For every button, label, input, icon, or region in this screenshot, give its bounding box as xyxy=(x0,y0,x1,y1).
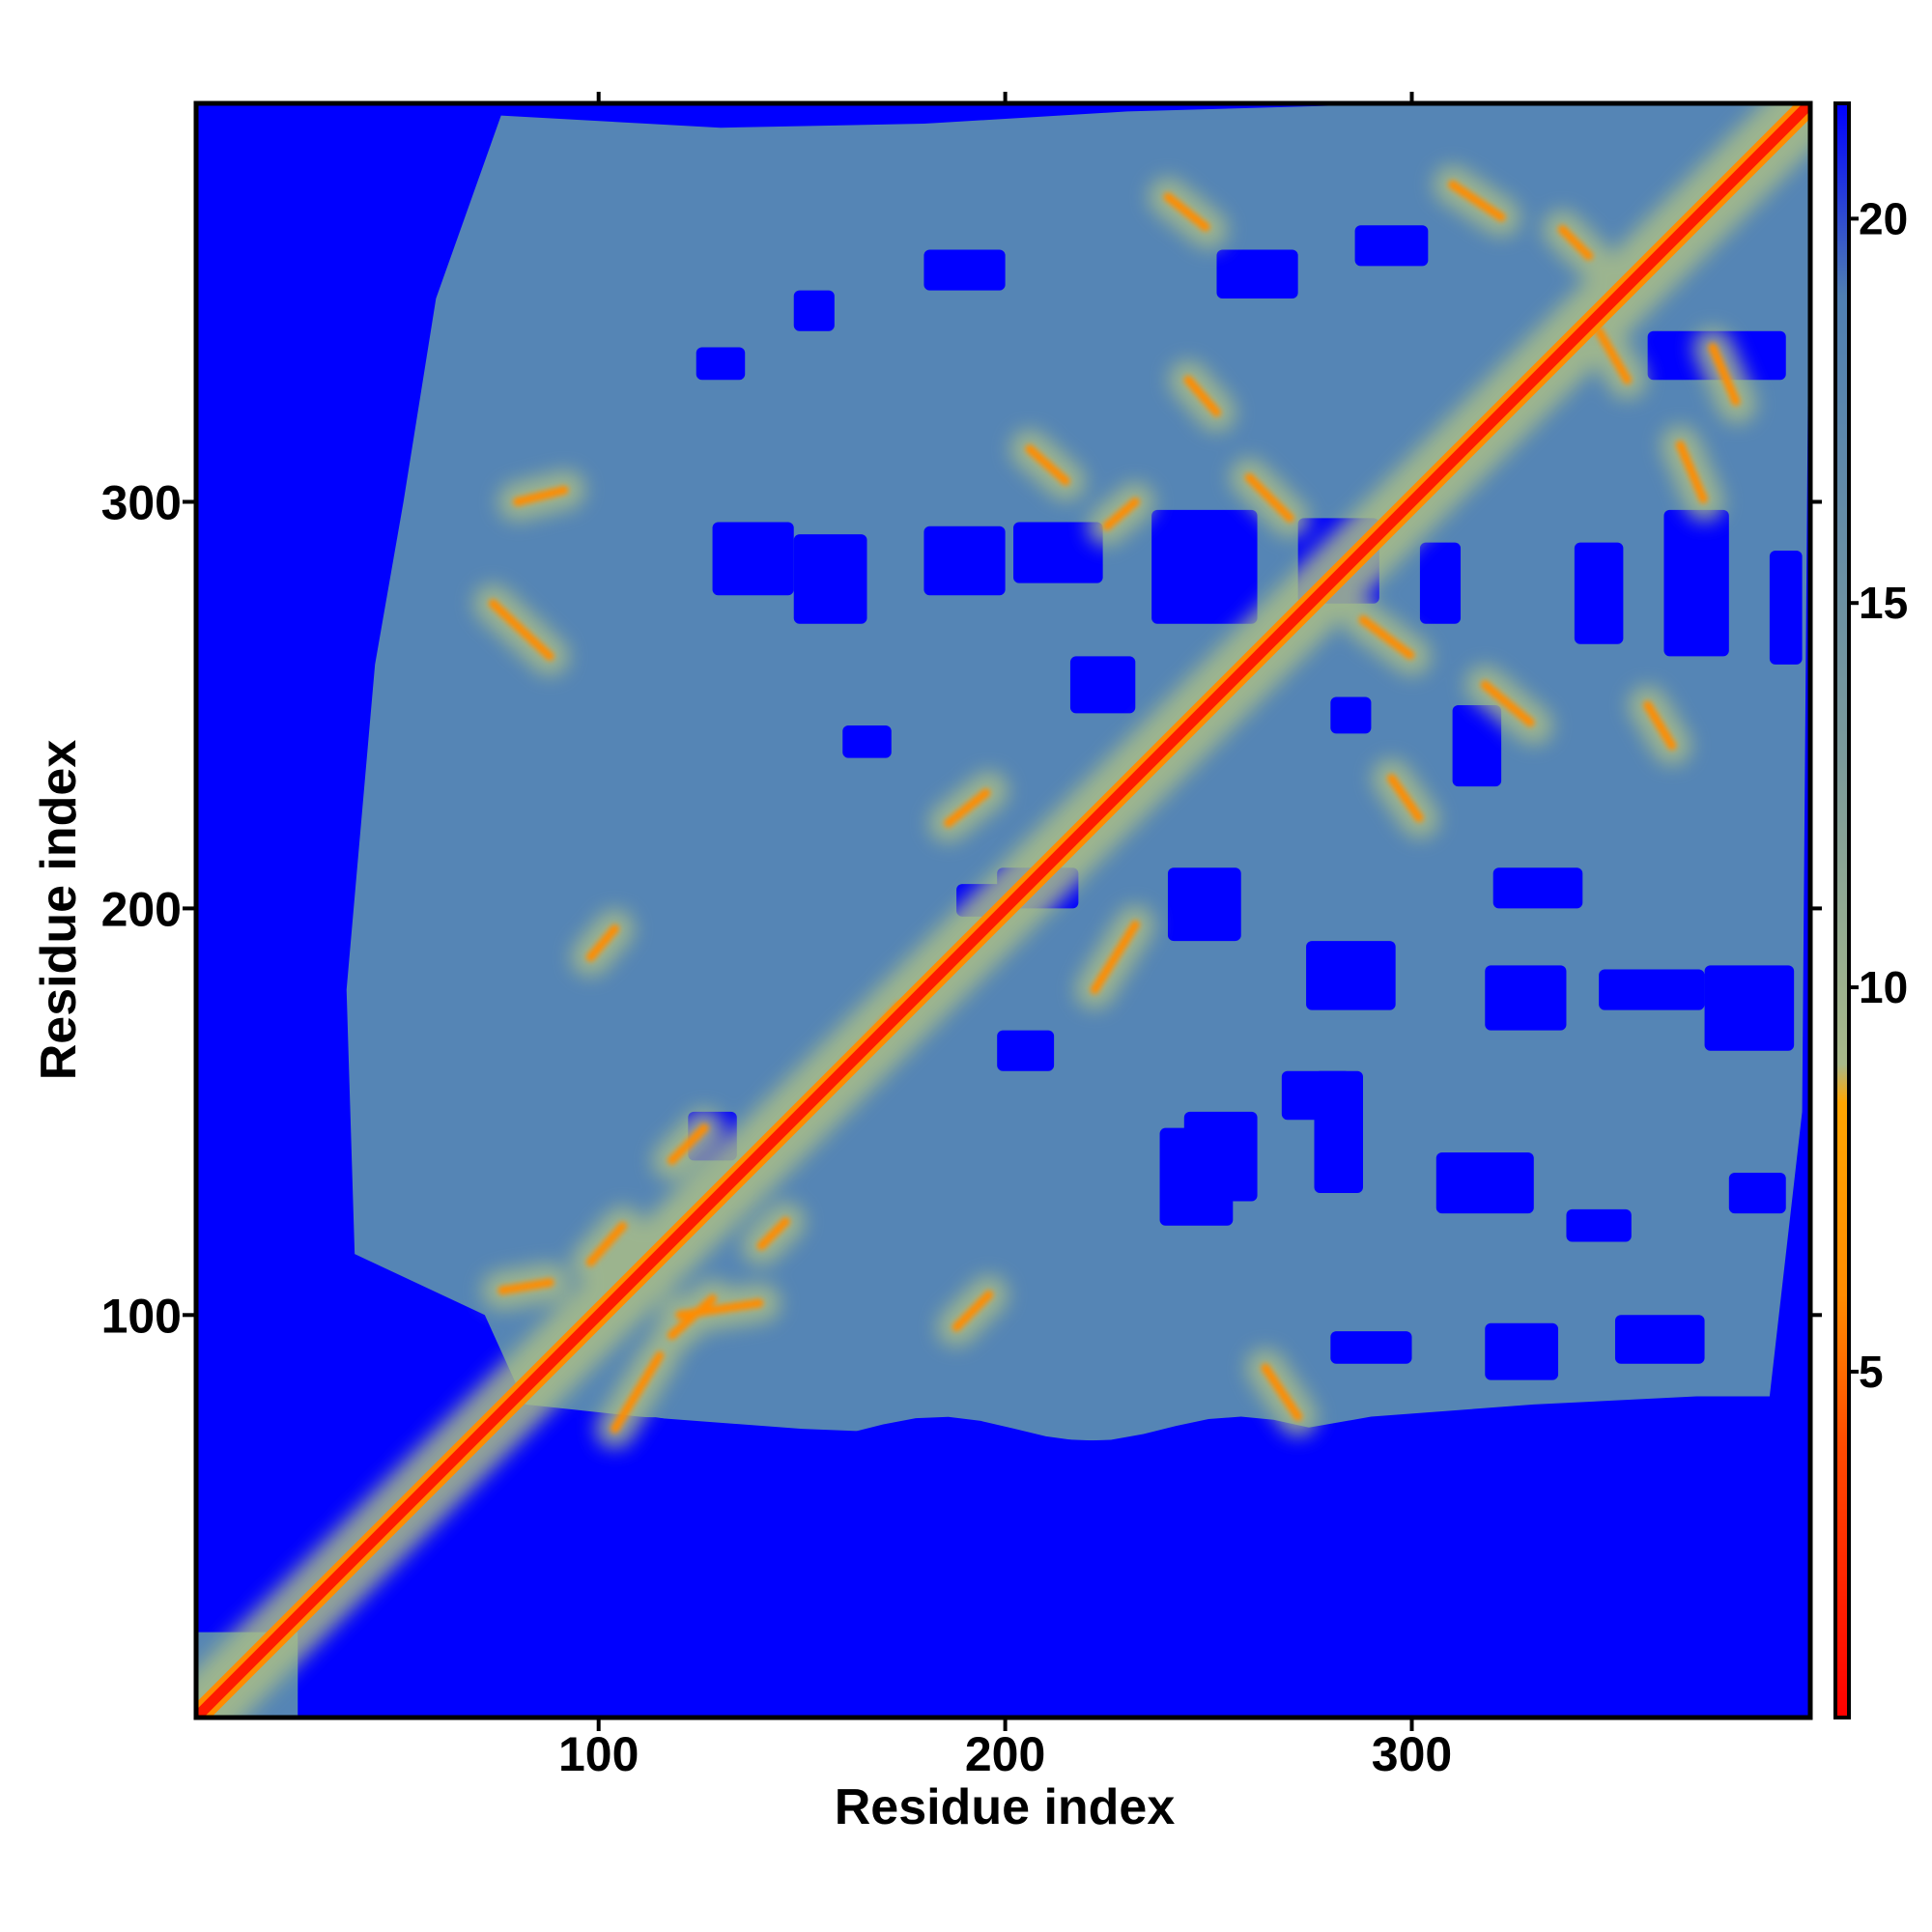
no-contact-patch xyxy=(1769,550,1803,665)
no-contact-patch xyxy=(1330,1331,1412,1364)
no-contact-patch xyxy=(793,290,835,331)
contact-segment xyxy=(944,785,994,828)
no-contact-patch xyxy=(1492,867,1583,909)
no-contact-patch xyxy=(1151,509,1258,624)
no-contact-patch xyxy=(1566,1208,1632,1242)
no-contact-patch xyxy=(1435,1151,1534,1214)
x-axis-title: Residue index xyxy=(835,1779,1176,1835)
contact-segment xyxy=(1708,343,1742,409)
heatmap-no-contact-patches xyxy=(525,225,1810,1519)
contact-segment xyxy=(1480,680,1539,730)
x-tick-label: 300 xyxy=(1372,1727,1452,1781)
no-contact-patch xyxy=(1330,696,1372,734)
contact-segment xyxy=(1557,224,1596,263)
colorbar-gradient xyxy=(1833,101,1851,1719)
contact-segment xyxy=(675,1298,766,1320)
no-contact-patch xyxy=(1069,656,1136,714)
contact-segment xyxy=(1102,497,1140,531)
no-contact-patch xyxy=(1704,965,1795,1051)
no-contact-patch xyxy=(842,724,892,758)
colorbar-tick-label: 15 xyxy=(1859,578,1908,628)
contact-segment xyxy=(585,923,620,962)
contact-segment xyxy=(1244,472,1294,523)
contact-segment xyxy=(1358,615,1417,661)
colorbar-ticks: 5 10 15 20 xyxy=(1849,193,1908,1397)
colorbar: 5 10 15 20 xyxy=(1833,101,1908,1719)
contact-segment xyxy=(1675,440,1710,506)
no-contact-patch xyxy=(1485,965,1567,1031)
close-contact-streaks xyxy=(488,180,1742,1434)
contact-segment xyxy=(1163,192,1213,234)
contact-segment xyxy=(585,1221,628,1267)
no-contact-patch xyxy=(1306,941,1396,1010)
no-contact-patch xyxy=(1614,1315,1705,1364)
colorbar-tick-label: 20 xyxy=(1859,193,1908,243)
no-contact-patch xyxy=(1167,867,1241,942)
no-contact-patch xyxy=(1599,969,1705,1010)
contact-segment xyxy=(1025,444,1071,486)
contact-segment xyxy=(1594,327,1633,384)
no-contact-patch xyxy=(1663,509,1729,657)
contact-segment xyxy=(497,1278,554,1295)
heatmap-diagonal xyxy=(196,103,1810,1718)
no-contact-patch xyxy=(1354,225,1429,267)
diagonal-band-inner xyxy=(196,103,1810,1718)
contact-segment xyxy=(1643,700,1677,751)
no-contact-patch xyxy=(1485,1322,1559,1380)
contact-segment xyxy=(1183,375,1221,417)
colorbar-tick-label: 5 xyxy=(1859,1347,1884,1397)
contact-segment xyxy=(756,1216,790,1251)
y-tick-label: 200 xyxy=(101,882,182,936)
contact-segment xyxy=(667,1123,709,1165)
y-tick-label: 100 xyxy=(101,1289,182,1343)
contact-segment xyxy=(952,1290,994,1332)
no-contact-patch xyxy=(1728,1172,1786,1214)
no-contact-patch xyxy=(696,347,746,381)
contact-segment xyxy=(1261,1363,1303,1422)
no-contact-patch xyxy=(1159,1127,1234,1226)
contact-segment xyxy=(611,1350,665,1434)
heatmap-plot xyxy=(196,103,1810,1718)
no-contact-patch xyxy=(712,522,794,596)
x-tick-label: 100 xyxy=(558,1727,639,1781)
no-contact-patch xyxy=(997,1030,1055,1071)
no-contact-patch xyxy=(923,526,1006,596)
colorbar-tick-label: 10 xyxy=(1859,962,1908,1012)
no-contact-patch xyxy=(793,534,867,624)
contact-segment xyxy=(1448,180,1506,222)
y-tick-label: 300 xyxy=(101,475,182,529)
contact-segment xyxy=(1090,920,1140,995)
no-contact-patch xyxy=(1419,542,1462,624)
axis-ticks xyxy=(183,92,1822,1731)
y-axis-title: Residue index xyxy=(31,740,87,1081)
no-contact-patch xyxy=(525,1416,1810,1519)
no-contact-patch xyxy=(1281,1070,1351,1121)
contact-segment xyxy=(513,485,571,506)
contact-segment xyxy=(1386,774,1425,824)
no-contact-patch xyxy=(1452,704,1502,787)
heatmap-close-contacts xyxy=(488,180,1742,1434)
contact-segment xyxy=(488,599,554,661)
x-tick-label: 200 xyxy=(965,1727,1045,1781)
plot-frame xyxy=(193,100,1813,1720)
no-contact-patch xyxy=(923,249,1006,291)
no-contact-patch xyxy=(1013,522,1103,583)
no-contact-patch xyxy=(1216,249,1298,299)
no-contact-patch xyxy=(1574,542,1624,644)
